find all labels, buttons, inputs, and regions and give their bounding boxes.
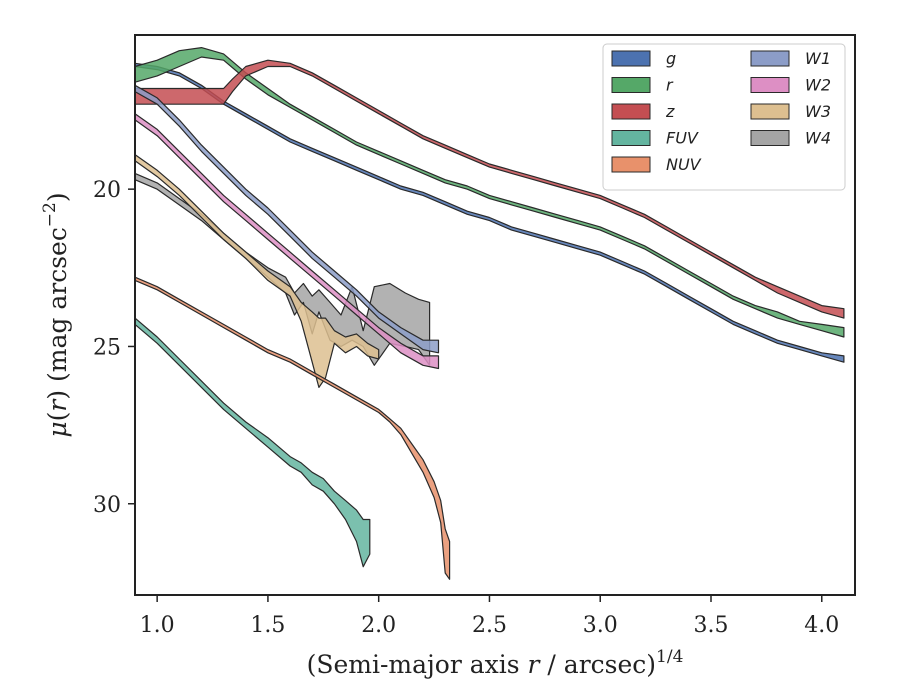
- band-w1: [134, 84, 440, 354]
- x-axis-title: (Semi-major axis r / arcsec)1/4: [307, 647, 684, 679]
- legend-swatch-z: [611, 103, 651, 120]
- legend-label-nuv: NUV: [666, 155, 702, 174]
- x-tick-label-3.0: 3.0: [583, 613, 618, 638]
- y-axis-title-exponent: −2: [40, 202, 60, 227]
- y-axis-title-mu: μ: [43, 421, 72, 437]
- legend-label-w1: W1: [805, 49, 831, 68]
- legend-label-g: g: [666, 49, 676, 68]
- band-fuv: [134, 317, 371, 568]
- x-tick-label-3.5: 3.5: [694, 613, 729, 638]
- legend-swatch-fuv: [611, 130, 651, 146]
- x-tick-label-2.5: 2.5: [472, 613, 507, 638]
- x-tick-label-2.0: 2.0: [361, 613, 396, 638]
- band-g: [134, 62, 845, 363]
- x-tick-label-1.5: 1.5: [250, 613, 285, 638]
- plot-area: [134, 47, 845, 580]
- band-w2: [134, 113, 440, 370]
- y-axis-title-units: ) (mag arcsec: [43, 227, 72, 400]
- y-axis-title-open: (: [43, 412, 72, 422]
- y-axis-title: μ(r) (mag arcsec−2): [40, 192, 72, 437]
- band-z: [134, 59, 845, 319]
- legend-label-w3: W3: [805, 102, 831, 121]
- band-w3: [134, 154, 380, 388]
- y-tick-label-20: 20: [93, 178, 121, 203]
- legend-swatch-w2: [750, 77, 790, 93]
- legend-swatch-w4: [750, 130, 790, 146]
- x-tick-label-1.0: 1.0: [140, 613, 175, 638]
- y-axis: 20 25 30: [93, 178, 135, 518]
- legend-label-w4: W4: [805, 129, 831, 148]
- x-axis-title-var: r: [528, 650, 542, 679]
- legend-swatch-nuv: [611, 156, 651, 173]
- x-tick-label-4.0: 4.0: [804, 613, 839, 638]
- legend-label-w2: W2: [805, 76, 831, 95]
- y-tick-label-30: 30: [93, 493, 121, 518]
- legend-swatch-g: [611, 50, 651, 67]
- plot-frame: [134, 34, 856, 596]
- band-nuv: [134, 276, 451, 580]
- x-axis: 1.0 1.5 2.0 2.5 3.0 3.5 4.0: [140, 595, 839, 638]
- x-axis-title-suffix: / arcsec): [539, 650, 656, 679]
- legend-label-z: z: [665, 102, 675, 121]
- legend-label-fuv: FUV: [666, 129, 699, 148]
- x-axis-title-exponent: 1/4: [656, 647, 683, 667]
- legend-swatch-r: [611, 77, 651, 93]
- x-axis-title-prefix: (Semi-major axis: [307, 650, 528, 679]
- band-r: [134, 47, 845, 338]
- y-axis-title-close: ): [43, 192, 72, 202]
- legend-label-r: r: [666, 76, 674, 95]
- legend-swatch-w3: [750, 103, 790, 120]
- y-tick-label-25: 25: [93, 335, 121, 360]
- legend: grz FUV NUV W1 W2 W3 W4: [602, 43, 846, 191]
- y-axis-title-var: r: [43, 398, 72, 412]
- legend-swatch-w1: [750, 50, 790, 67]
